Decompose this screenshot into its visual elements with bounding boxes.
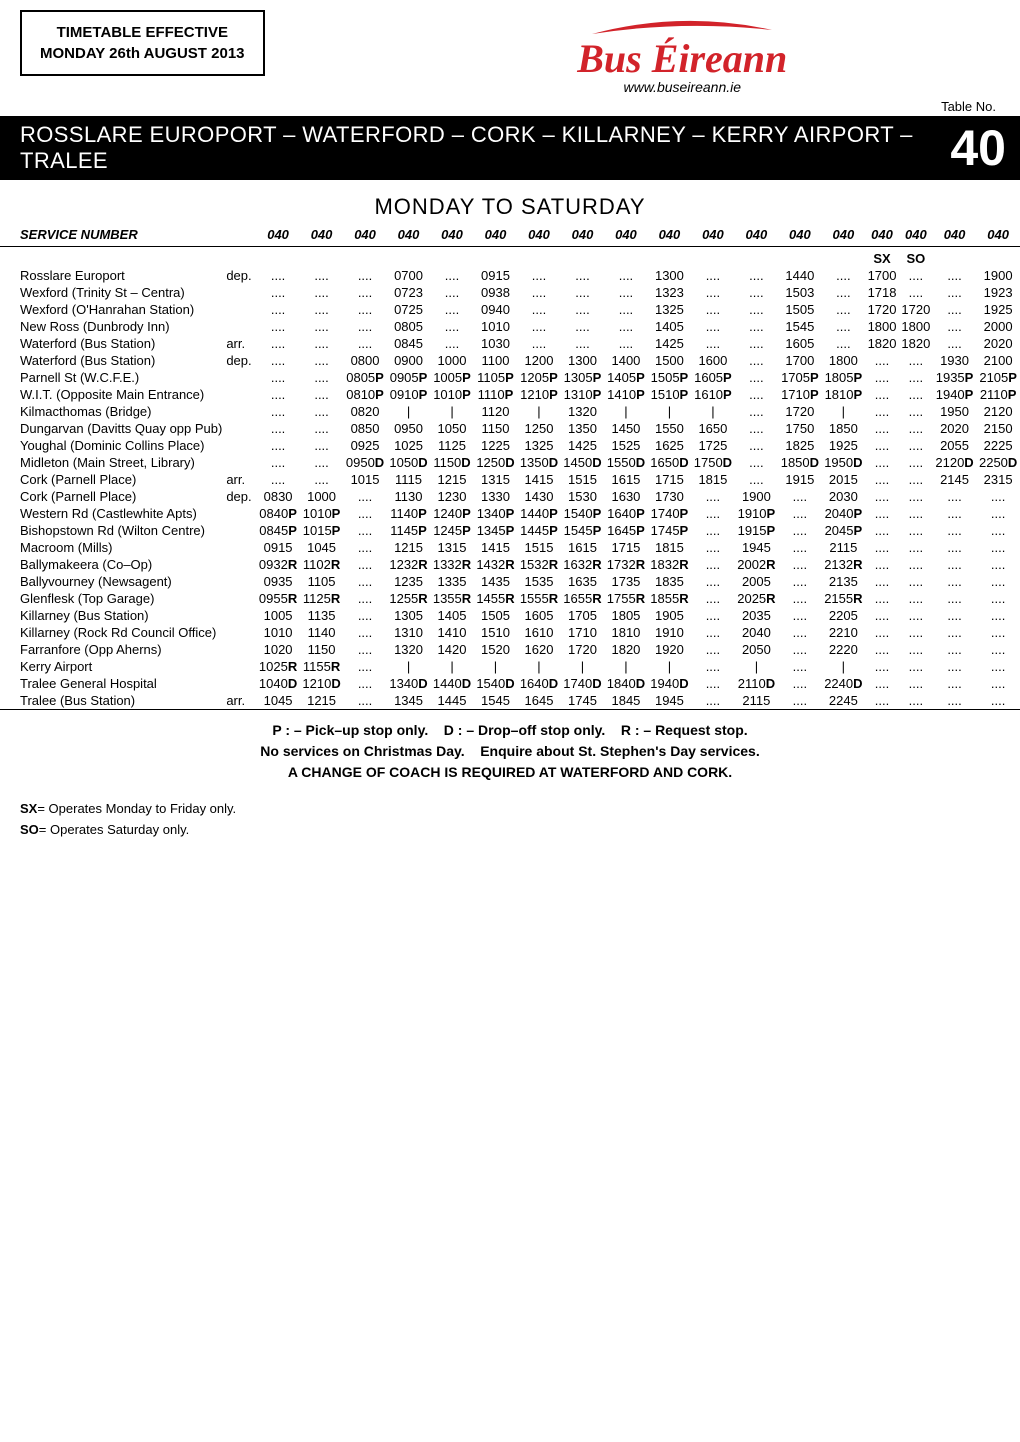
table-row: Cork (Parnell Place)dep.08301000....1130… <box>0 488 1020 505</box>
logo-url: www.buseireann.ie <box>365 79 1000 95</box>
table-row: Western Rd (Castlewhite Apts)0840P1010P.… <box>0 505 1020 522</box>
daycode-row: SXSO <box>0 247 1020 268</box>
table-row: Glenflesk (Top Garage)0955R1125R....1255… <box>0 590 1020 607</box>
legend-so: SO= Operates Saturday only. <box>20 820 1000 841</box>
logo-area: Bus Éireann www.buseireann.ie <box>365 10 1000 95</box>
table-row: Wexford (Trinity St – Centra)...........… <box>0 284 1020 301</box>
table-row: Killarney (Bus Station)10051135....13051… <box>0 607 1020 624</box>
table-row: Rosslare Europortdep.............0700...… <box>0 267 1020 284</box>
table-no-label: Table No. <box>0 95 1020 116</box>
table-row: Waterford (Bus Station)dep.........08000… <box>0 352 1020 369</box>
legend-sx: SX= Operates Monday to Friday only. <box>20 799 1000 820</box>
effective-box: TIMETABLE EFFECTIVE MONDAY 26th AUGUST 2… <box>20 10 265 76</box>
logo-swoosh <box>582 16 782 36</box>
effective-line1: TIMETABLE EFFECTIVE <box>40 22 245 43</box>
table-row: New Ross (Dunbrody Inn)............0805.… <box>0 318 1020 335</box>
table-row: Cork (Parnell Place)arr.........10151115… <box>0 471 1020 488</box>
table-row: Wexford (O'Hanrahan Station)............… <box>0 301 1020 318</box>
table-row: Tralee General Hospital1040D1210D....134… <box>0 675 1020 692</box>
route-bar: ROSSLARE EUROPORT – WATERFORD – CORK – K… <box>0 116 1020 180</box>
table-row: Ballyvourney (Newsagent)09351105....1235… <box>0 573 1020 590</box>
table-row: W.I.T. (Opposite Main Entrance)........0… <box>0 386 1020 403</box>
day-header: MONDAY TO SATURDAY <box>0 180 1020 226</box>
table-row: Tralee (Bus Station)arr.10451215....1345… <box>0 692 1020 710</box>
legend: SX= Operates Monday to Friday only. SO= … <box>0 789 1020 851</box>
table-row: Ballymakeera (Co–Op)0932R1102R....1232R1… <box>0 556 1020 573</box>
service-number-row: SERVICE NUMBER04004004004004004004004004… <box>0 226 1020 247</box>
table-row: Midleton (Main Street, Library)........0… <box>0 454 1020 471</box>
effective-line2: MONDAY 26th AUGUST 2013 <box>40 43 245 64</box>
table-row: Waterford (Bus Station)arr.............0… <box>0 335 1020 352</box>
header-row: TIMETABLE EFFECTIVE MONDAY 26th AUGUST 2… <box>0 0 1020 95</box>
table-row: Dungarvan (Davitts Quay opp Pub)........… <box>0 420 1020 437</box>
timetable: SERVICE NUMBER04004004004004004004004004… <box>0 226 1020 710</box>
footer-line1: P : – Pick–up stop only. D : – Drop–off … <box>0 720 1020 741</box>
route-number: 40 <box>950 123 1006 173</box>
table-row: Youghal (Dominic Collins Place)........0… <box>0 437 1020 454</box>
table-row: Kilmacthomas (Bridge)........0820||1120|… <box>0 403 1020 420</box>
table-row: Parnell St (W.C.F.E.)........0805P0905P1… <box>0 369 1020 386</box>
table-row: Kerry Airport1025R1155R....|||||||....|.… <box>0 658 1020 675</box>
route-title: ROSSLARE EUROPORT – WATERFORD – CORK – K… <box>20 122 950 174</box>
logo-text: Bus Éireann <box>365 41 1000 77</box>
footer-line3: A CHANGE OF COACH IS REQUIRED AT WATERFO… <box>0 762 1020 783</box>
table-row: Bishopstown Rd (Wilton Centre)0845P1015P… <box>0 522 1020 539</box>
footer-line2: No services on Christmas Day. Enquire ab… <box>0 741 1020 762</box>
table-row: Farranfore (Opp Aherns)10201150....13201… <box>0 641 1020 658</box>
footer-notes: P : – Pick–up stop only. D : – Drop–off … <box>0 710 1020 789</box>
table-row: Macroom (Mills)09151045....1215131514151… <box>0 539 1020 556</box>
table-row: Killarney (Rock Rd Council Office)101011… <box>0 624 1020 641</box>
